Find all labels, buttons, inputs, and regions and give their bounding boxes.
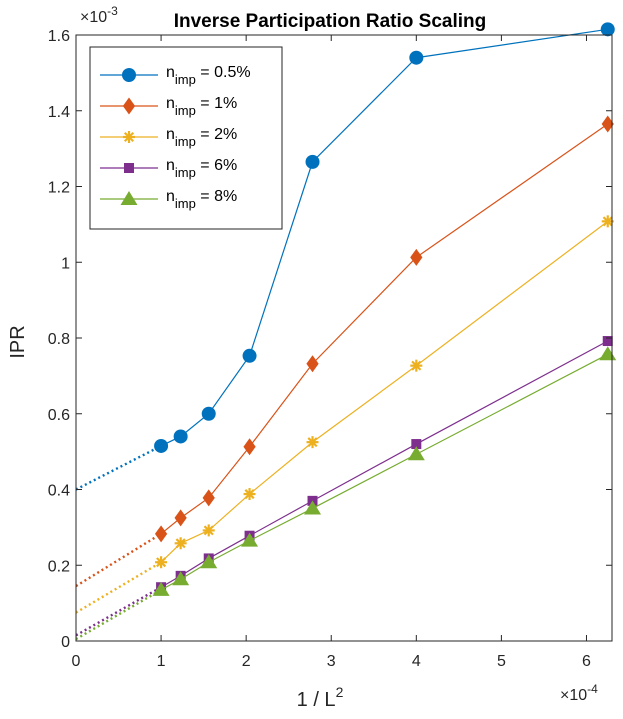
- legend: nimp = 0.5% nimp = 1% nimp = 2% nimp = 6% ni…: [89, 46, 283, 230]
- plot-area: [75, 22, 617, 641]
- y-exponent-label: ×10-3: [80, 4, 118, 26]
- x-exponent-label: ×10-4: [560, 682, 598, 704]
- data-point: [154, 525, 168, 543]
- legend-entry-3: nimp = 2%: [100, 126, 237, 149]
- data-point: [202, 489, 215, 507]
- data-point: [411, 439, 422, 450]
- data-point: [241, 532, 259, 547]
- data-point: [409, 50, 424, 65]
- y-tick-label: 0.4: [48, 483, 70, 500]
- data-point: [600, 22, 615, 37]
- data-point: [601, 115, 614, 133]
- y-tick-label: 1.4: [48, 104, 70, 121]
- legend-label: nimp = 2%: [166, 126, 237, 149]
- data-point: [201, 406, 216, 421]
- y-tick-label: 0.8: [48, 331, 70, 348]
- axes: 0 1 2 3 4 5 6 0 0.2 0.4 0.6 0.8 1 1.2 1.4 1.6: [48, 28, 613, 670]
- legend-marker: [122, 97, 136, 115]
- x-tick-label: 2: [242, 653, 251, 670]
- legend-label: nimp = 6%: [166, 157, 237, 180]
- data-point: [306, 436, 319, 449]
- y-tick-label: 1.6: [48, 28, 70, 45]
- data-point: [155, 556, 168, 569]
- legend-label: nimp = 8%: [166, 188, 237, 211]
- data-point: [174, 509, 187, 527]
- extrapolation-line: [75, 586, 162, 637]
- legend-entry-2: nimp = 1%: [100, 95, 237, 118]
- y-tick-label: 0.2: [48, 558, 70, 575]
- y-tick-label: 1.2: [48, 180, 70, 197]
- series-line: [160, 220, 609, 563]
- data-point: [602, 336, 613, 347]
- data-point: [243, 438, 256, 456]
- x-tick-label: 4: [412, 653, 421, 670]
- legend-label: nimp = 1%: [166, 95, 237, 118]
- legend-entry-5: nimp = 8%: [100, 188, 237, 211]
- legend-marker: [124, 163, 134, 173]
- data-point: [305, 154, 320, 169]
- data-point: [599, 346, 617, 361]
- legend-entry-4: nimp = 6%: [100, 157, 237, 180]
- data-point: [174, 537, 187, 550]
- data-point: [172, 571, 190, 586]
- x-tick-label: 1: [157, 653, 166, 670]
- data-point: [243, 488, 256, 501]
- legend-marker: [123, 131, 135, 143]
- x-tick-label: 3: [327, 653, 336, 670]
- data-point: [173, 429, 188, 444]
- extrapolation-line: [75, 444, 162, 491]
- data-point: [154, 438, 169, 453]
- legend-label: nimp = 0.5%: [166, 64, 251, 87]
- y-exponent-power: -3: [107, 4, 118, 18]
- series-line: [160, 340, 609, 588]
- legend-marker: [122, 68, 136, 82]
- legend-marker: [120, 191, 138, 205]
- series-2: [75, 115, 614, 588]
- data-point: [202, 524, 215, 537]
- x-axis-label-superscript: 2: [336, 684, 344, 700]
- x-tick-label: 0: [72, 653, 81, 670]
- data-point: [410, 248, 423, 266]
- series-5: [75, 346, 617, 641]
- y-axis-label: IPR: [7, 325, 29, 358]
- extrapolation-line: [75, 561, 162, 614]
- data-point: [152, 581, 170, 596]
- data-point: [200, 554, 218, 569]
- x-exponent-base: ×10: [560, 687, 587, 704]
- y-tick-label: 0: [61, 634, 70, 651]
- legend-entry-1: nimp = 0.5%: [100, 64, 251, 87]
- data-point: [407, 446, 425, 461]
- x-axis-label-text: 1 / L: [297, 689, 336, 711]
- data-point: [410, 359, 423, 372]
- data-point: [306, 355, 319, 373]
- x-tick-label: 5: [497, 653, 506, 670]
- extrapolation-line: [75, 588, 162, 641]
- extrapolation-line: [75, 532, 162, 588]
- y-tick-label: 1: [61, 255, 70, 272]
- data-point: [242, 348, 257, 363]
- x-tick-label: 6: [582, 653, 591, 670]
- y-exponent-base: ×10: [80, 9, 107, 26]
- chart-title: Inverse Participation Ratio Scaling: [174, 11, 487, 32]
- series-1: [75, 22, 615, 491]
- x-axis-label: 1 / L2: [297, 684, 344, 711]
- y-tick-label: 0.6: [48, 407, 70, 424]
- data-point: [304, 500, 322, 515]
- x-exponent-power: -4: [587, 682, 598, 696]
- series-3: [75, 215, 614, 614]
